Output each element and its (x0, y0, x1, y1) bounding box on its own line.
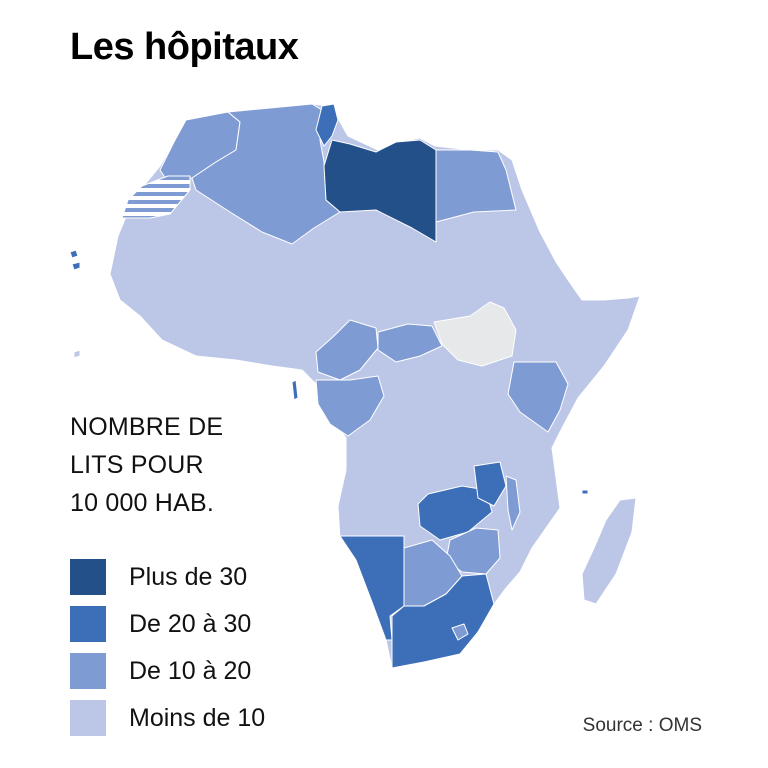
legend-label-4: Moins de 10 (129, 703, 266, 732)
region-south-sudan (433, 301, 517, 367)
legend-swatch-1 (70, 559, 106, 595)
region-libya (323, 139, 437, 243)
legend-item-3: De 10 à 20 (70, 653, 330, 689)
region-madagascar (581, 497, 637, 605)
legend-title-line-1: NOMBRE DE (70, 413, 224, 441)
legend-label-2: De 20 à 30 (129, 609, 252, 638)
region-lesotho (451, 623, 469, 641)
region-cape-verde (73, 349, 81, 359)
legend-swatch-2 (70, 606, 106, 642)
legend-swatch-3 (70, 653, 106, 689)
region-central-west (315, 375, 385, 437)
legend-item-2: De 20 à 30 (70, 606, 330, 642)
region-kenya (507, 361, 569, 433)
region-comoros (581, 489, 589, 495)
legend-label-1: Plus de 30 (129, 562, 248, 591)
region-sao-tome (291, 379, 299, 401)
region-egypt (435, 149, 517, 223)
legend-title-line-2: LITS POUR (70, 451, 204, 479)
legend-item-4: Moins de 10 (70, 700, 330, 736)
region-south-africa (391, 573, 495, 669)
map-title: Les hôpitaux (70, 26, 299, 68)
region-algeria (191, 103, 341, 245)
legend-swatch-4 (70, 700, 106, 736)
source-credit: Source : OMS (582, 715, 702, 736)
legend-title: NOMBRE DE LITS POUR 10 000 HAB. (70, 408, 330, 522)
region-car (377, 323, 443, 363)
legend-title-line-3: 10 000 HAB. (70, 489, 214, 517)
region-malawi-strip (505, 475, 521, 531)
legend: Plus de 30 De 20 à 30 De 10 à 20 Moins d… (70, 559, 330, 747)
region-western-sahara (121, 175, 191, 219)
region-malawi (473, 461, 507, 507)
legend-item-1: Plus de 30 (70, 559, 330, 595)
region-canary-islands (69, 249, 81, 271)
legend-label-3: De 10 à 20 (129, 656, 252, 685)
region-tunisia (315, 103, 339, 147)
